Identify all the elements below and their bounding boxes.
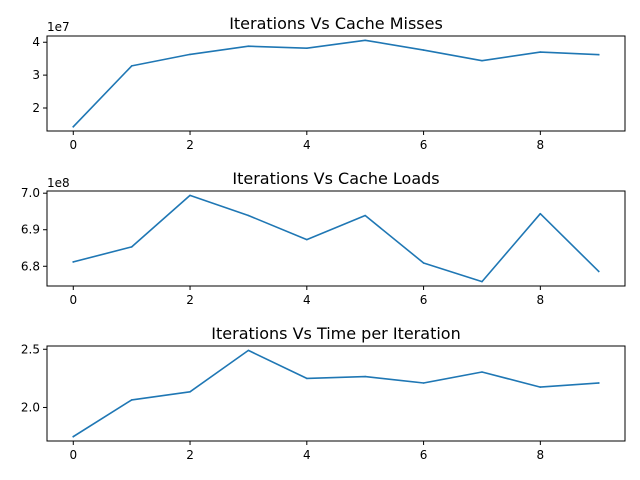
data-point [481,280,483,283]
x-tick-label: 6 [420,448,428,462]
data-point [539,51,542,53]
data-point [130,399,133,401]
data-point [539,212,542,215]
data-point [247,214,250,217]
y-tick-label: 2.5 [21,342,40,356]
x-tick-label: 0 [69,448,77,462]
plot-area: 0 2 4 6 8 6.8 6.9 7.0 [21,186,626,307]
x-tick-label: 8 [537,293,545,307]
x-tick-label: 2 [186,448,194,462]
x-tick-label: 0 [69,293,77,307]
data-point [597,270,600,273]
data-point [422,382,425,384]
data-point [72,125,75,128]
x-tick-label: 4 [303,293,311,307]
data-point [306,47,308,49]
y-tick-label: 7.0 [21,186,40,200]
axes-frame [46,35,626,132]
x-tick-label: 8 [537,448,545,462]
data-point [189,194,191,197]
x-tick-label: 6 [420,293,428,307]
axes-frame [46,345,626,442]
data-point [306,238,308,241]
series-line [72,349,600,438]
subplot-title: Iterations Vs Cache Misses [229,14,443,33]
x-tick-label: 0 [69,138,77,152]
data-point [539,386,542,388]
data-point [481,59,483,62]
y-tick-label: 2 [32,101,40,115]
x-tick-label: 4 [303,138,311,152]
data-point [72,435,75,438]
subplot-time-per-iteration: Iterations Vs Time per Iteration 0 2 4 6 8 2.… [21,324,626,462]
x-tick-label: 8 [537,138,545,152]
data-point [597,382,600,384]
data-point [364,214,367,217]
data-point [247,45,250,47]
x-tick-label: 2 [186,293,194,307]
subplot-title: Iterations Vs Cache Loads [232,169,439,188]
subplot-cache-misses: Iterations Vs Cache Misses 1e7 0 2 4 6 8 2 3 4 [32,14,626,152]
data-point [247,349,250,352]
data-point [597,53,600,56]
data-point [364,39,367,42]
data-point [306,377,308,380]
y-tick-label: 3 [32,68,40,82]
data-point [72,261,75,263]
axes-frame [46,190,626,287]
series-line [72,194,600,283]
y-tick-label: 4 [32,35,40,49]
data-point [130,65,133,67]
plot-area: 0 2 4 6 8 2.0 2.5 [21,342,626,462]
data-point [189,391,191,393]
series-line [72,39,600,128]
y-tick-label: 6.9 [21,223,40,237]
data-point [422,262,425,264]
data-point [364,375,367,378]
data-point [481,371,483,373]
x-tick-label: 4 [303,448,311,462]
y-offset-label: 1e7 [47,20,70,34]
y-tick-label: 2.0 [21,400,40,414]
subplot-cache-loads: Iterations Vs Cache Loads 1e8 0 2 4 6 8 6.8 6.… [21,169,626,307]
data-point [189,53,191,56]
x-tick-label: 6 [420,138,428,152]
data-point [422,49,425,51]
plot-area: 0 2 4 6 8 2 3 4 [32,35,626,152]
x-tick-label: 2 [186,138,194,152]
subplot-title: Iterations Vs Time per Iteration [211,324,460,343]
y-tick-label: 6.8 [21,259,40,273]
y-offset-label: 1e8 [47,176,70,190]
data-point [130,246,133,248]
